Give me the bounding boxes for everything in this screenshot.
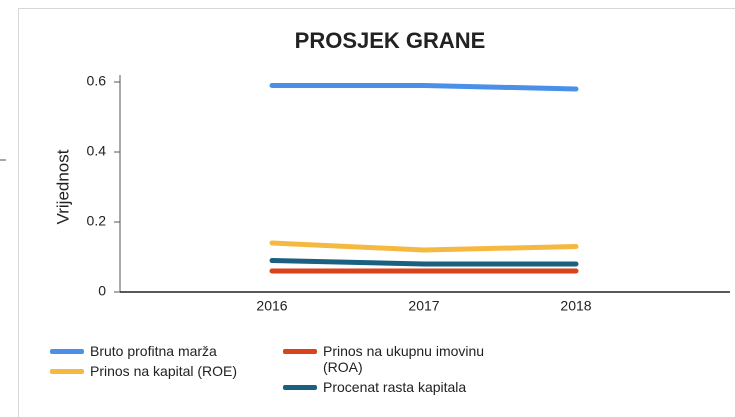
legend-swatch xyxy=(50,369,84,374)
y-axis-label: Vrijednost xyxy=(53,149,72,224)
legend-item: Procenat rasta kapitala xyxy=(283,379,518,395)
legend-label: Bruto profitna marža xyxy=(90,343,217,359)
chart-title: PROSJEK GRANE xyxy=(295,28,486,53)
legend-item: Prinos na ukupnu imovinu (ROA) xyxy=(283,343,518,375)
legend-swatch xyxy=(50,349,84,354)
legend-swatch xyxy=(283,385,317,390)
x-tick-label: 2018 xyxy=(560,298,591,314)
y-tick-label: 0 xyxy=(98,283,106,299)
card xyxy=(18,8,735,417)
legend-swatch xyxy=(283,349,317,354)
legend-item: Prinos na kapital (ROE) xyxy=(50,363,237,379)
legend-item: Bruto profitna marža xyxy=(50,343,237,359)
legend-label: Prinos na ukupnu imovinu (ROA) xyxy=(323,343,485,375)
legend: Prinos na ukupnu imovinu (ROA) Procenat r… xyxy=(283,343,518,395)
y-tick-label: 0.4 xyxy=(87,143,107,159)
y-tick-label: 0.2 xyxy=(87,213,107,229)
legend-label: Procenat rasta kapitala xyxy=(323,379,467,395)
legend: Bruto profitna marža Prinos na kapital (R… xyxy=(50,343,237,379)
series-line xyxy=(269,258,579,267)
series-line xyxy=(269,83,579,92)
legend-label: Prinos na kapital (ROE) xyxy=(90,363,238,379)
series-line xyxy=(269,240,579,253)
x-tick-label: 2016 xyxy=(256,298,287,314)
y-tick-label: 0.6 xyxy=(87,73,107,89)
x-tick-label: 2017 xyxy=(408,298,439,314)
